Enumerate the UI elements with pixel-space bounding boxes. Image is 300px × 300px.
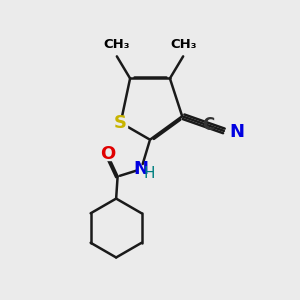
Text: H: H	[144, 166, 155, 181]
Text: N: N	[230, 123, 244, 141]
Text: O: O	[100, 146, 115, 164]
Text: N: N	[134, 160, 149, 178]
Text: CH₃: CH₃	[170, 38, 196, 51]
Text: C: C	[202, 116, 214, 134]
Bar	[115, 117, 127, 128]
Text: CH₃: CH₃	[103, 38, 130, 51]
Text: S: S	[114, 114, 127, 132]
Bar	[101, 149, 113, 160]
